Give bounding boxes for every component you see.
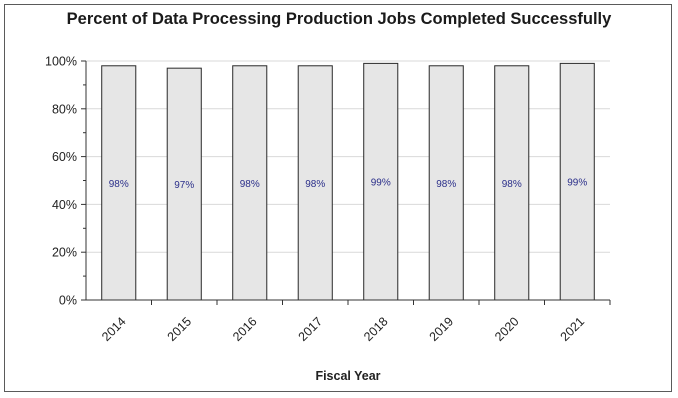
bar-2019	[428, 65, 464, 301]
data-label-2017: 98%	[305, 179, 325, 190]
data-label-2016: 98%	[240, 179, 260, 190]
bar-2018	[363, 62, 399, 301]
y-tick-label: 60%	[52, 150, 77, 164]
gridlines	[86, 60, 610, 253]
data-label-2015: 97%	[174, 180, 194, 191]
x-tick-label-2017: 2017	[296, 314, 326, 344]
y-tick-label: 0%	[59, 294, 77, 308]
x-tick-label-2015: 2015	[165, 314, 195, 344]
x-tick-label-2014: 2014	[99, 314, 129, 344]
bar-2020	[494, 65, 530, 301]
y-tick-label: 20%	[52, 246, 77, 260]
chart-title: Percent of Data Processing Production Jo…	[66, 10, 612, 28]
data-label-2021: 99%	[567, 178, 587, 189]
x-tick-label-2018: 2018	[361, 314, 391, 344]
x-tick-label-2021: 2021	[558, 314, 588, 344]
bar-2014	[101, 65, 137, 301]
x-tick-label-2020: 2020	[492, 314, 522, 344]
data-label-2018: 99%	[371, 178, 391, 189]
bars	[101, 62, 595, 301]
x-axis-title: Fiscal Year	[315, 369, 380, 383]
y-tick-label: 40%	[52, 198, 77, 212]
bar-2016	[232, 65, 268, 301]
x-tick-label-2019: 2019	[427, 314, 457, 344]
data-label-2020: 98%	[502, 179, 522, 190]
data-label-2019: 98%	[436, 179, 456, 190]
bar-2017	[297, 65, 333, 301]
data-label-2014: 98%	[109, 179, 129, 190]
x-tick-label-2016: 2016	[230, 314, 260, 344]
bar-2021	[559, 62, 595, 301]
y-tick-label: 100%	[45, 55, 77, 69]
y-tick-label: 80%	[52, 102, 77, 116]
axes	[81, 60, 611, 305]
bar-2015	[166, 67, 202, 301]
